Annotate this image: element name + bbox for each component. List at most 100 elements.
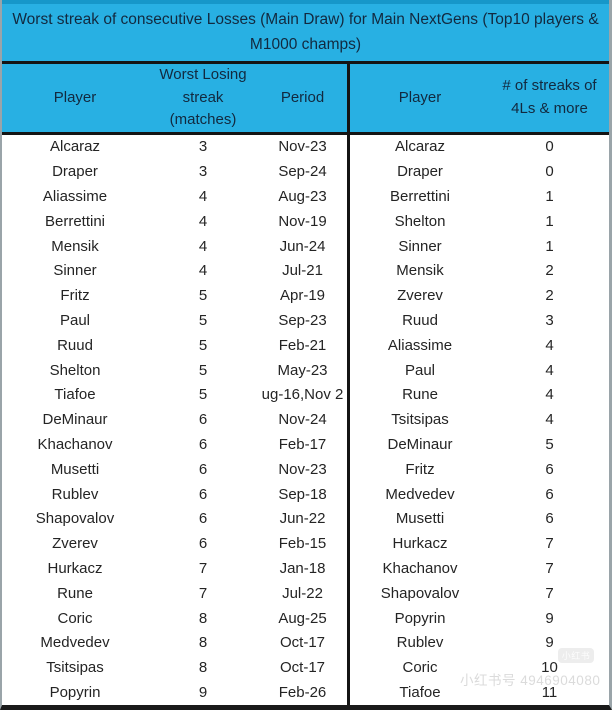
- header-player-left: Player: [53, 88, 97, 106]
- player-cell: Ruud: [402, 312, 438, 330]
- period-cell: Feb-26: [278, 684, 327, 702]
- player-cell: Alcaraz: [49, 138, 101, 156]
- period-cell: Jul-21: [282, 262, 323, 280]
- player-cell: Sinner: [398, 237, 442, 255]
- count-cell: 10: [541, 659, 558, 677]
- period-cell: Feb-21: [278, 336, 327, 354]
- count-cell: 0: [545, 138, 554, 156]
- count-cell: 7: [545, 584, 554, 602]
- count-cell: 2: [545, 262, 554, 280]
- player-cell: Shelton: [394, 212, 446, 230]
- player-cell: Zverev: [397, 287, 443, 305]
- player-cell: Medvedev: [385, 485, 455, 503]
- player-cell: Aliassime: [42, 188, 108, 205]
- streak-count-table: Alcaraz 0 Draper 0 Berrettini 1 Shelton …: [347, 134, 609, 705]
- player-cell: Draper: [397, 163, 443, 181]
- streak-cell: 3: [198, 163, 208, 181]
- streak-cell: 6: [198, 510, 208, 528]
- player-cell: Zverev: [52, 535, 98, 553]
- count-cell: 5: [545, 436, 554, 454]
- count-cell: 4: [545, 361, 554, 379]
- count-cell: 6: [545, 510, 554, 528]
- column-header-row: Player Worst Losing streak (matches) Per…: [2, 64, 609, 135]
- header-player-right: Player: [398, 88, 442, 106]
- left-table-header-group: Player Worst Losing streak (matches) Per…: [2, 64, 347, 132]
- count-cell: 9: [545, 634, 554, 652]
- count-cell: 4: [545, 386, 554, 404]
- player-cell: Shapovalov: [380, 584, 460, 602]
- count-cell: 7: [545, 535, 554, 553]
- streak-cell: 8: [198, 634, 208, 652]
- player-cell: Tiafoe: [54, 386, 96, 404]
- period-cell: May-23: [277, 361, 328, 379]
- player-cell: Tsitsipas: [46, 659, 104, 677]
- period-cell: Apr-19: [279, 287, 326, 305]
- period-cell: Jul-22: [282, 584, 323, 602]
- streak-cell: 5: [198, 361, 208, 379]
- period-cell: Nov-23: [278, 138, 327, 156]
- player-cell: Rublev: [396, 634, 444, 652]
- count-cell: 3: [545, 312, 554, 330]
- player-cell: Musetti: [50, 460, 100, 478]
- period-cell: Aug-25: [278, 609, 327, 627]
- player-cell: Paul: [59, 312, 91, 330]
- player-cell: Coric: [57, 609, 93, 627]
- table-title: Worst streak of consecutive Losses (Main…: [2, 0, 609, 64]
- count-cell: 2: [545, 287, 554, 305]
- player-cell: Popyrin: [49, 684, 101, 702]
- streak-cell: 8: [198, 659, 208, 677]
- player-cell: Ruud: [57, 336, 93, 354]
- period-cell: Nov-23: [278, 460, 327, 478]
- streak-cell: 4: [198, 262, 208, 280]
- streak-cell: 6: [198, 411, 208, 429]
- player-cell: Aliassime: [387, 336, 453, 354]
- streak-cell: 4: [198, 212, 208, 230]
- player-cell: Draper: [52, 163, 98, 181]
- player-cell: Rune: [402, 386, 438, 404]
- player-cell: Shelton: [49, 361, 101, 379]
- streak-cell: 6: [198, 535, 208, 553]
- streak-cell: 6: [198, 485, 208, 503]
- player-cell: Medvedev: [40, 634, 110, 652]
- player-cell: Rublev: [51, 485, 99, 503]
- streak-cell: 6: [198, 436, 208, 454]
- player-cell: DeMinaur: [42, 411, 108, 429]
- streak-cell: 4: [198, 237, 208, 255]
- player-cell: DeMinaur: [387, 436, 453, 454]
- player-cell: Fritz: [60, 287, 90, 305]
- streak-cell: 7: [198, 560, 208, 578]
- streak-cell: 5: [198, 287, 208, 305]
- player-cell: Tsitsipas: [391, 411, 449, 429]
- count-cell: 11: [541, 684, 558, 702]
- table-title-text: Worst streak of consecutive Losses (Main…: [12, 11, 599, 53]
- period-cell: Sep-24: [278, 163, 327, 181]
- period-cell: Jan-18: [279, 560, 326, 578]
- player-cell: Popyrin: [394, 609, 446, 627]
- period-cell: Jun-24: [279, 237, 326, 255]
- streak-cell: 5: [198, 312, 208, 330]
- count-cell: 1: [545, 212, 554, 230]
- table-body: Alcaraz 3 Nov-23 Draper 3 Sep-24 Aliassi…: [2, 134, 609, 706]
- period-cell: Sep-18: [278, 485, 327, 503]
- period-cell: Jun-22: [279, 510, 326, 528]
- period-cell: ug-16,Nov 2: [261, 386, 344, 404]
- period-cell: Aug-23: [278, 188, 327, 205]
- player-cell: Alcaraz: [394, 138, 446, 156]
- count-cell: 4: [545, 411, 554, 429]
- count-cell: 7: [545, 560, 554, 578]
- streak-cell: 4: [198, 188, 208, 205]
- player-cell: Tiafoe: [399, 684, 441, 702]
- header-worst-losing-streak: Worst Losing streak (matches): [159, 66, 247, 128]
- count-cell: 0: [545, 163, 554, 181]
- streak-cell: 5: [198, 386, 208, 404]
- player-cell: Khachanov: [37, 436, 113, 454]
- count-cell: 9: [545, 609, 554, 627]
- player-cell: Sinner: [53, 262, 97, 280]
- player-cell: Shapovalov: [35, 510, 115, 528]
- period-cell: Sep-23: [278, 312, 327, 330]
- worst-streak-table: Alcaraz 3 Nov-23 Draper 3 Sep-24 Aliassi…: [2, 135, 347, 706]
- period-cell: Oct-17: [279, 659, 325, 677]
- period-cell: Nov-24: [278, 411, 327, 429]
- period-cell: Feb-17: [278, 436, 327, 454]
